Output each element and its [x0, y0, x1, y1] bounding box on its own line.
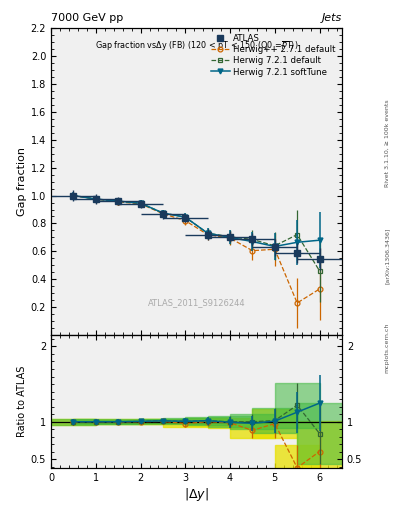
Bar [163, 418, 208, 424]
Bar [275, 382, 320, 428]
Bar [118, 419, 163, 424]
Text: Gap fraction vs$\Delta$y (FB) (120 < pT < 150 (Q0 =$\overline{p}$T)): Gap fraction vs$\Delta$y (FB) (120 < pT … [95, 39, 298, 52]
Legend: ATLAS, Herwig++ 2.7.1 default, Herwig 7.2.1 default, Herwig 7.2.1 softTune: ATLAS, Herwig++ 2.7.1 default, Herwig 7.… [209, 32, 338, 78]
Text: Rivet 3.1.10, ≥ 100k events: Rivet 3.1.10, ≥ 100k events [385, 99, 389, 187]
Bar [141, 419, 185, 423]
Bar [297, 403, 342, 464]
Bar [208, 416, 252, 427]
Bar [51, 419, 96, 424]
Y-axis label: Ratio to ATLAS: Ratio to ATLAS [17, 366, 27, 437]
Bar [230, 423, 275, 438]
Bar [252, 409, 297, 433]
Bar [185, 417, 230, 425]
Bar [297, 421, 342, 482]
Bar [118, 419, 163, 423]
Bar [51, 419, 96, 424]
Bar [141, 419, 185, 423]
Bar [73, 419, 118, 424]
Bar [275, 445, 320, 490]
Bar [252, 409, 297, 438]
Bar [185, 418, 230, 426]
X-axis label: $|\Delta y|$: $|\Delta y|$ [184, 486, 209, 503]
Text: mcplots.cern.ch: mcplots.cern.ch [385, 323, 389, 373]
Text: ATLAS_2011_S9126244: ATLAS_2011_S9126244 [148, 298, 245, 307]
Bar [163, 420, 208, 426]
Bar [96, 420, 141, 423]
Text: 7000 GeV pp: 7000 GeV pp [51, 12, 123, 23]
Text: Jets: Jets [321, 12, 342, 23]
Bar [73, 419, 118, 424]
Text: [arXiv:1306.3436]: [arXiv:1306.3436] [385, 228, 389, 284]
Bar [208, 417, 252, 428]
Bar [96, 420, 141, 424]
Bar [230, 414, 275, 429]
Y-axis label: Gap fraction: Gap fraction [17, 147, 27, 216]
